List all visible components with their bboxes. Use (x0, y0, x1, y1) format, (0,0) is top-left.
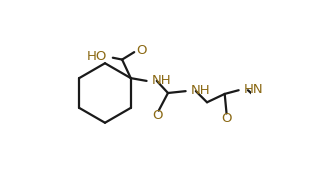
Text: NH: NH (191, 84, 210, 97)
Text: HN: HN (243, 83, 263, 96)
Text: O: O (153, 109, 163, 122)
Text: O: O (221, 112, 232, 125)
Text: NH: NH (152, 74, 171, 87)
Text: HO: HO (87, 50, 107, 63)
Text: O: O (137, 44, 147, 57)
